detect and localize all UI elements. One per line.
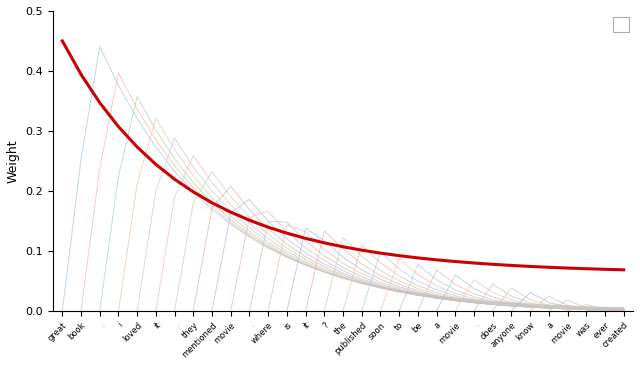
Bar <box>612 17 629 32</box>
Y-axis label: Weight: Weight <box>7 139 20 183</box>
